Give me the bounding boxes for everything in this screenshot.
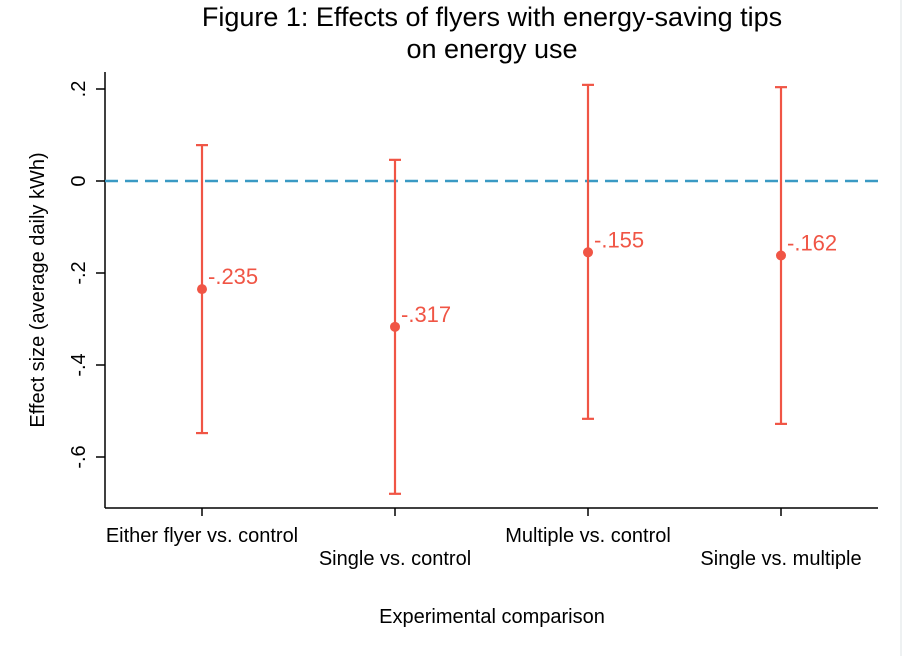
point-estimate <box>197 284 207 295</box>
errorbar-group: -.317 <box>389 158 451 495</box>
chart-title-line-1: Figure 1: Effects of flyers with energy-… <box>202 2 782 32</box>
errorbar-group: -.235 <box>196 144 258 435</box>
plot-area: .2 0 -.2 -.4 -.6 Either flyer vs. control Sing… <box>68 72 878 570</box>
data-label: -.155 <box>594 227 644 252</box>
data-label: -.235 <box>208 264 258 289</box>
point-estimate <box>776 250 786 261</box>
x-tick-label: Single vs. control <box>319 548 471 570</box>
x-axis-label: Experimental comparison <box>379 606 605 628</box>
errorbar-group: -.162 <box>775 86 837 425</box>
y-tick-label: -.6 <box>68 445 90 468</box>
y-tick-label: 0 <box>68 175 90 186</box>
x-tick-label: Multiple vs. control <box>505 525 671 547</box>
point-estimate <box>583 247 593 258</box>
y-tick-label: -.2 <box>68 261 90 284</box>
errorbar-group: -.155 <box>582 83 644 420</box>
frame-edge <box>900 0 902 656</box>
data-label: -.162 <box>787 231 837 256</box>
y-tick-label: .2 <box>68 81 90 98</box>
x-tick-label: Either flyer vs. control <box>106 525 298 547</box>
data-label: -.317 <box>401 302 451 327</box>
point-estimate <box>390 321 400 332</box>
chart-title-line-2: on energy use <box>406 34 577 64</box>
x-tick-label: Single vs. multiple <box>700 548 861 570</box>
y-axis-label: Effect size (average daily kWh) <box>27 152 49 427</box>
y-tick-label: -.4 <box>68 353 90 376</box>
